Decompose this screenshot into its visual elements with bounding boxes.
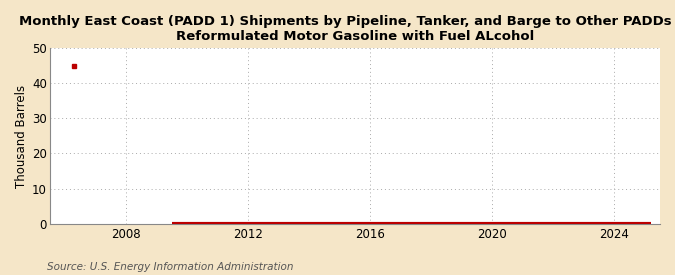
Text: Source: U.S. Energy Information Administration: Source: U.S. Energy Information Administ…	[47, 262, 294, 272]
Y-axis label: Thousand Barrels: Thousand Barrels	[15, 84, 28, 188]
Title: Monthly East Coast (PADD 1) Shipments by Pipeline, Tanker, and Barge to Other PA: Monthly East Coast (PADD 1) Shipments by…	[19, 15, 675, 43]
